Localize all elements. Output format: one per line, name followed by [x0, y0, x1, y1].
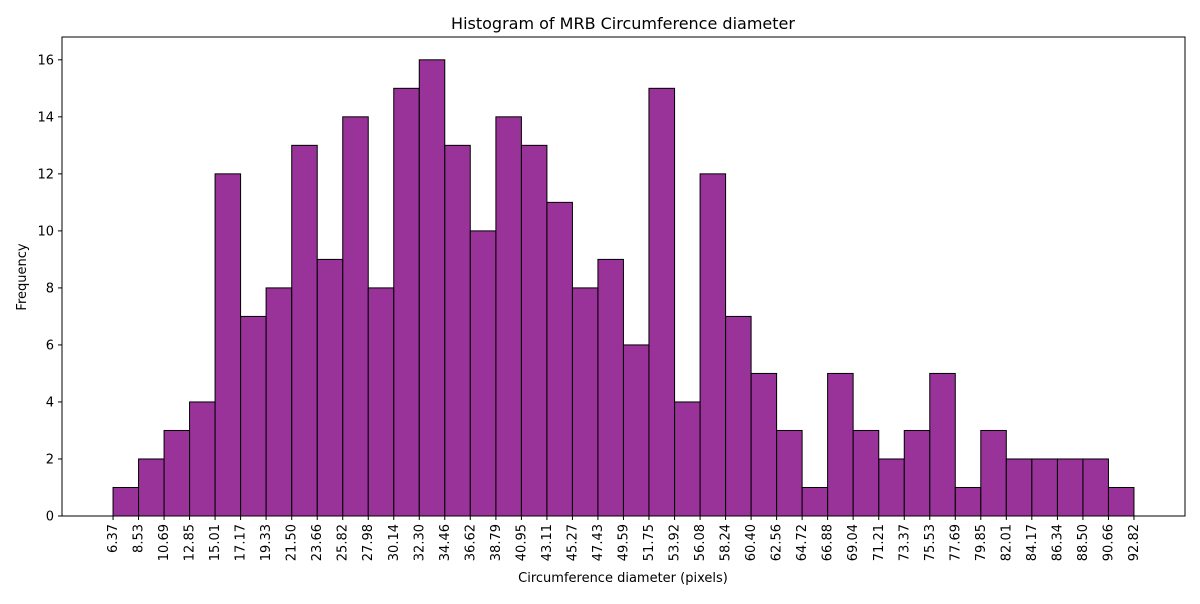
x-tick-label: 47.43: [591, 524, 606, 561]
x-tick-label: 73.37: [897, 524, 912, 561]
x-tick-label: 88.50: [1076, 524, 1091, 561]
histogram-bar: [801, 486, 829, 517]
y-tick-label: 10: [37, 224, 54, 239]
x-tick-label: 64.72: [795, 524, 810, 561]
y-tick-label: 16: [37, 53, 54, 68]
histogram-bar: [648, 87, 676, 517]
x-tick-label: 32.30: [412, 524, 427, 561]
x-tick-label: 86.34: [1050, 524, 1065, 561]
histogram-bar: [597, 258, 624, 517]
histogram-bar: [980, 429, 1007, 517]
y-tick-label: 8: [46, 281, 54, 296]
histogram-bar: [725, 315, 752, 517]
histogram-bar: [495, 116, 522, 517]
histogram-bar: [1082, 458, 1109, 517]
histogram-bar: [112, 486, 140, 517]
x-tick-label: 27.98: [361, 524, 376, 561]
histogram-bar: [367, 287, 395, 517]
x-tick-label: 66.88: [821, 524, 836, 561]
histogram-bar: [138, 458, 165, 517]
y-tick-label: 6: [46, 338, 54, 353]
y-tick-label: 12: [37, 167, 54, 182]
histogram-bar: [929, 372, 956, 517]
x-tick-label: 77.69: [948, 524, 963, 561]
x-tick-label: 25.82: [336, 524, 351, 561]
x-axis-title: Circumference diameter (pixels): [518, 571, 728, 586]
histogram-bar: [776, 429, 803, 517]
histogram-bar: [393, 87, 420, 517]
x-tick-label: 21.50: [285, 524, 300, 561]
histogram-bar: [316, 258, 344, 517]
x-tick-label: 71.21: [872, 524, 887, 561]
x-tick-label: 84.17: [1025, 524, 1040, 561]
x-ticks-group: 6.37 8.53 10.69 12.85 15.01 17.17 19.33 21.50 23…: [106, 516, 1142, 561]
x-tick-label: 56.08: [693, 524, 708, 561]
x-tick-label: 69.04: [846, 524, 861, 561]
x-tick-label: 40.95: [514, 524, 529, 561]
histogram-bar: [878, 458, 905, 517]
y-ticks-group: 0 2 4 6 8 10 12 14 16: [37, 53, 62, 525]
x-tick-label: 60.40: [744, 524, 759, 561]
x-tick-label: 43.11: [540, 524, 555, 561]
histogram-bar: [827, 372, 854, 517]
histogram-bar: [546, 201, 573, 517]
x-tick-label: 49.59: [616, 524, 631, 561]
histogram-bar: [571, 287, 599, 517]
histogram-bar: [954, 486, 982, 517]
x-tick-label: 36.62: [463, 524, 478, 561]
histogram-bar: [674, 401, 701, 517]
histogram-bar: [1005, 458, 1033, 517]
x-tick-label: 92.82: [1127, 524, 1142, 561]
x-tick-label: 8.53: [132, 524, 147, 553]
x-tick-label: 17.17: [234, 524, 249, 561]
histogram-bar: [750, 372, 778, 517]
x-tick-label: 6.37: [106, 524, 121, 553]
histogram-bar: [1107, 486, 1135, 517]
x-tick-label: 45.27: [565, 524, 580, 561]
x-tick-label: 90.66: [1101, 524, 1116, 561]
plot-frame: [61, 36, 1186, 517]
y-tick-label: 2: [46, 452, 54, 467]
histogram-bar: [903, 429, 931, 517]
x-tick-label: 38.79: [489, 524, 504, 561]
histogram-bar: [1056, 458, 1084, 517]
histogram-bar: [1031, 458, 1058, 517]
x-tick-label: 15.01: [208, 524, 223, 561]
x-tick-label: 34.46: [438, 524, 453, 561]
histogram-bar: [265, 287, 293, 517]
histogram-bar: [342, 116, 369, 517]
x-tick-label: 51.75: [642, 524, 657, 561]
x-tick-label: 62.56: [770, 524, 785, 561]
histogram-bar: [240, 315, 267, 517]
histogram-bar: [189, 401, 216, 517]
histogram-bar: [444, 144, 471, 517]
x-tick-label: 10.69: [157, 524, 172, 561]
bars-group: [112, 59, 1135, 517]
y-axis-title: Frequency: [15, 243, 30, 310]
histogram-bar: [852, 429, 880, 517]
histogram-bar: [291, 144, 318, 517]
histogram-bar: [469, 230, 497, 517]
histogram-bar: [163, 429, 191, 517]
chart-title: Histogram of MRB Circumference diameter: [451, 14, 795, 33]
y-tick-label: 14: [37, 110, 54, 125]
x-tick-label: 58.24: [719, 524, 734, 561]
y-tick-label: 0: [46, 510, 54, 525]
x-tick-label: 30.14: [387, 524, 402, 561]
x-tick-label: 75.53: [923, 524, 938, 561]
x-tick-label: 23.66: [310, 524, 325, 561]
x-tick-label: 82.01: [999, 524, 1014, 561]
histogram-bar: [520, 144, 548, 517]
histogram-bar: [418, 59, 446, 517]
x-tick-label: 79.85: [974, 524, 989, 561]
x-tick-label: 19.33: [259, 524, 274, 561]
histogram-bar: [214, 173, 242, 517]
histogram-bar: [622, 344, 650, 517]
x-tick-label: 53.92: [668, 524, 683, 561]
x-tick-label: 12.85: [183, 524, 198, 561]
y-tick-label: 4: [46, 395, 54, 410]
histogram-bar: [699, 173, 727, 517]
